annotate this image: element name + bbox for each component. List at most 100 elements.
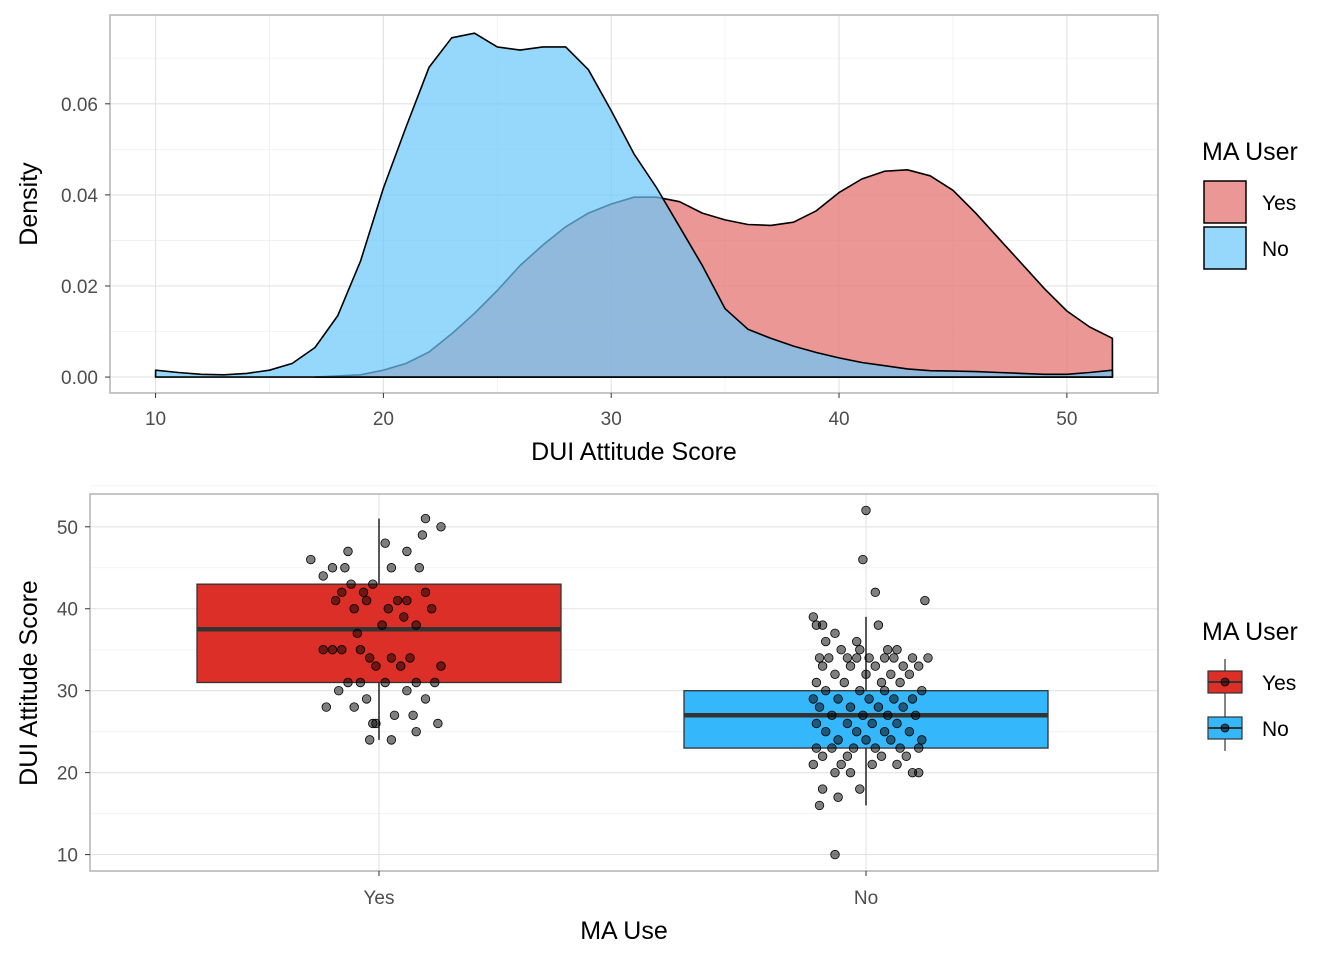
jitter-point-no	[889, 653, 899, 663]
density-x-tick-label: 50	[1056, 409, 1077, 430]
boxplot-x-ticks: Yes No	[364, 871, 878, 909]
density-y-axis-title: Density	[15, 162, 43, 246]
jitter-point-yes	[334, 685, 344, 696]
jitter-point-no	[864, 694, 874, 704]
jitter-point-no	[904, 669, 915, 680]
jitter-point-no	[833, 735, 843, 745]
boxplot-legend-key-yes	[1207, 659, 1243, 705]
density-panel-border	[109, 14, 1159, 394]
jitter-point-yes	[318, 645, 328, 655]
boxplot-panel-border	[89, 493, 1159, 872]
jitter-point-no	[879, 653, 890, 663]
jitter-point-no	[827, 710, 837, 720]
jitter-point-no	[817, 620, 828, 630]
jitter-point-yes	[365, 653, 375, 663]
jitter-point-no	[892, 645, 902, 655]
jitter-point-yes	[368, 579, 378, 589]
density-plot-panel: 10 20 30 40 50 0.00 0.02 0.04 0.06 DUI Attitude…	[15, 14, 1298, 466]
jitter-point-no	[883, 710, 893, 720]
jitter-point-no	[842, 718, 853, 729]
boxplot-y-tick-label: 30	[57, 682, 78, 703]
jitter-point-no	[827, 743, 837, 753]
jitter-point-no	[855, 645, 865, 655]
jitter-point-yes	[408, 710, 418, 720]
jitter-point-yes	[427, 604, 437, 614]
jitter-point-yes	[337, 645, 347, 655]
jitter-point-no	[808, 694, 819, 704]
density-y-tick-label: 0.04	[61, 186, 98, 207]
jitter-point-yes	[343, 677, 353, 688]
jitter-point-no	[821, 726, 831, 737]
jitter-point-no	[814, 800, 825, 811]
jitter-point-no	[867, 718, 877, 729]
jitter-point-no	[845, 767, 856, 778]
density-legend-title: MA User	[1202, 138, 1298, 166]
jitter-point-no	[861, 505, 871, 516]
density-legend-label-no: No	[1262, 238, 1289, 261]
jitter-point-no	[864, 653, 874, 663]
boxplot-x-tick-label: No	[854, 888, 878, 909]
density-y-ticks: 0.00 0.02 0.04 0.06	[61, 95, 110, 389]
boxplot-jitter-points	[306, 505, 933, 860]
jitter-point-no	[876, 751, 887, 761]
jitter-point-no	[845, 661, 856, 671]
jitter-point-no	[836, 645, 846, 655]
density-y-tick-label: 0.00	[61, 368, 98, 389]
jitter-point-no	[817, 784, 828, 794]
jitter-point-yes	[411, 620, 421, 630]
jitter-point-yes	[402, 685, 412, 696]
density-y-tick-label: 0.06	[61, 95, 98, 116]
jitter-point-no	[824, 653, 834, 663]
jitter-point-no	[814, 702, 825, 712]
jitter-point-yes	[386, 563, 397, 573]
density-x-tick-label: 20	[373, 409, 394, 430]
jitter-point-no	[895, 677, 905, 688]
boxplot-legend-title: MA User	[1202, 618, 1298, 646]
density-x-ticks: 10 20 30 40 50	[145, 393, 1077, 430]
jitter-point-no	[917, 735, 927, 745]
jitter-point-yes	[327, 645, 338, 655]
jitter-point-no	[808, 612, 819, 622]
jitter-point-yes	[399, 612, 409, 622]
jitter-point-no	[842, 653, 853, 663]
jitter-point-yes	[358, 587, 369, 598]
jitter-point-no	[833, 694, 843, 704]
jitter-point-no	[889, 694, 899, 704]
boxplot-legend: MA User Yes No	[1202, 618, 1298, 751]
boxplot-y-tick-label: 50	[57, 518, 78, 539]
jitter-point-yes	[383, 604, 394, 614]
jitter-point-no	[886, 735, 896, 745]
jitter-point-no	[817, 661, 828, 671]
jitter-point-yes	[340, 563, 350, 573]
density-x-tick-label: 30	[601, 409, 622, 430]
density-x-tick-label: 10	[145, 409, 166, 430]
jitter-point-yes	[411, 677, 421, 688]
density-legend: MA User Yes No	[1202, 138, 1298, 270]
jitter-point-yes	[361, 595, 372, 606]
density-legend-key-no	[1203, 226, 1247, 270]
jitter-point-no	[883, 645, 893, 655]
jitter-point-yes	[377, 620, 387, 630]
jitter-point-yes	[318, 571, 328, 581]
jitter-point-yes	[349, 702, 359, 712]
jitter-point-yes	[371, 661, 381, 671]
jitter-point-no	[817, 751, 828, 761]
jitter-point-no	[852, 636, 862, 647]
boxplot-legend-key-no	[1207, 705, 1243, 751]
jitter-point-no	[858, 554, 868, 565]
jitter-point-yes	[327, 563, 338, 573]
jitter-point-no	[873, 702, 884, 712]
jitter-point-no	[914, 661, 924, 671]
jitter-point-no	[845, 702, 856, 712]
jitter-point-yes	[346, 579, 356, 589]
jitter-point-yes	[402, 595, 412, 606]
jitter-point-no	[898, 661, 908, 671]
jitter-point-no	[811, 677, 822, 688]
jitter-point-no	[830, 669, 840, 680]
jitter-point-yes	[420, 513, 431, 524]
jitter-point-no	[852, 726, 862, 737]
jitter-point-no	[861, 735, 871, 745]
jitter-point-no	[821, 636, 831, 647]
jitter-point-no	[892, 759, 902, 770]
